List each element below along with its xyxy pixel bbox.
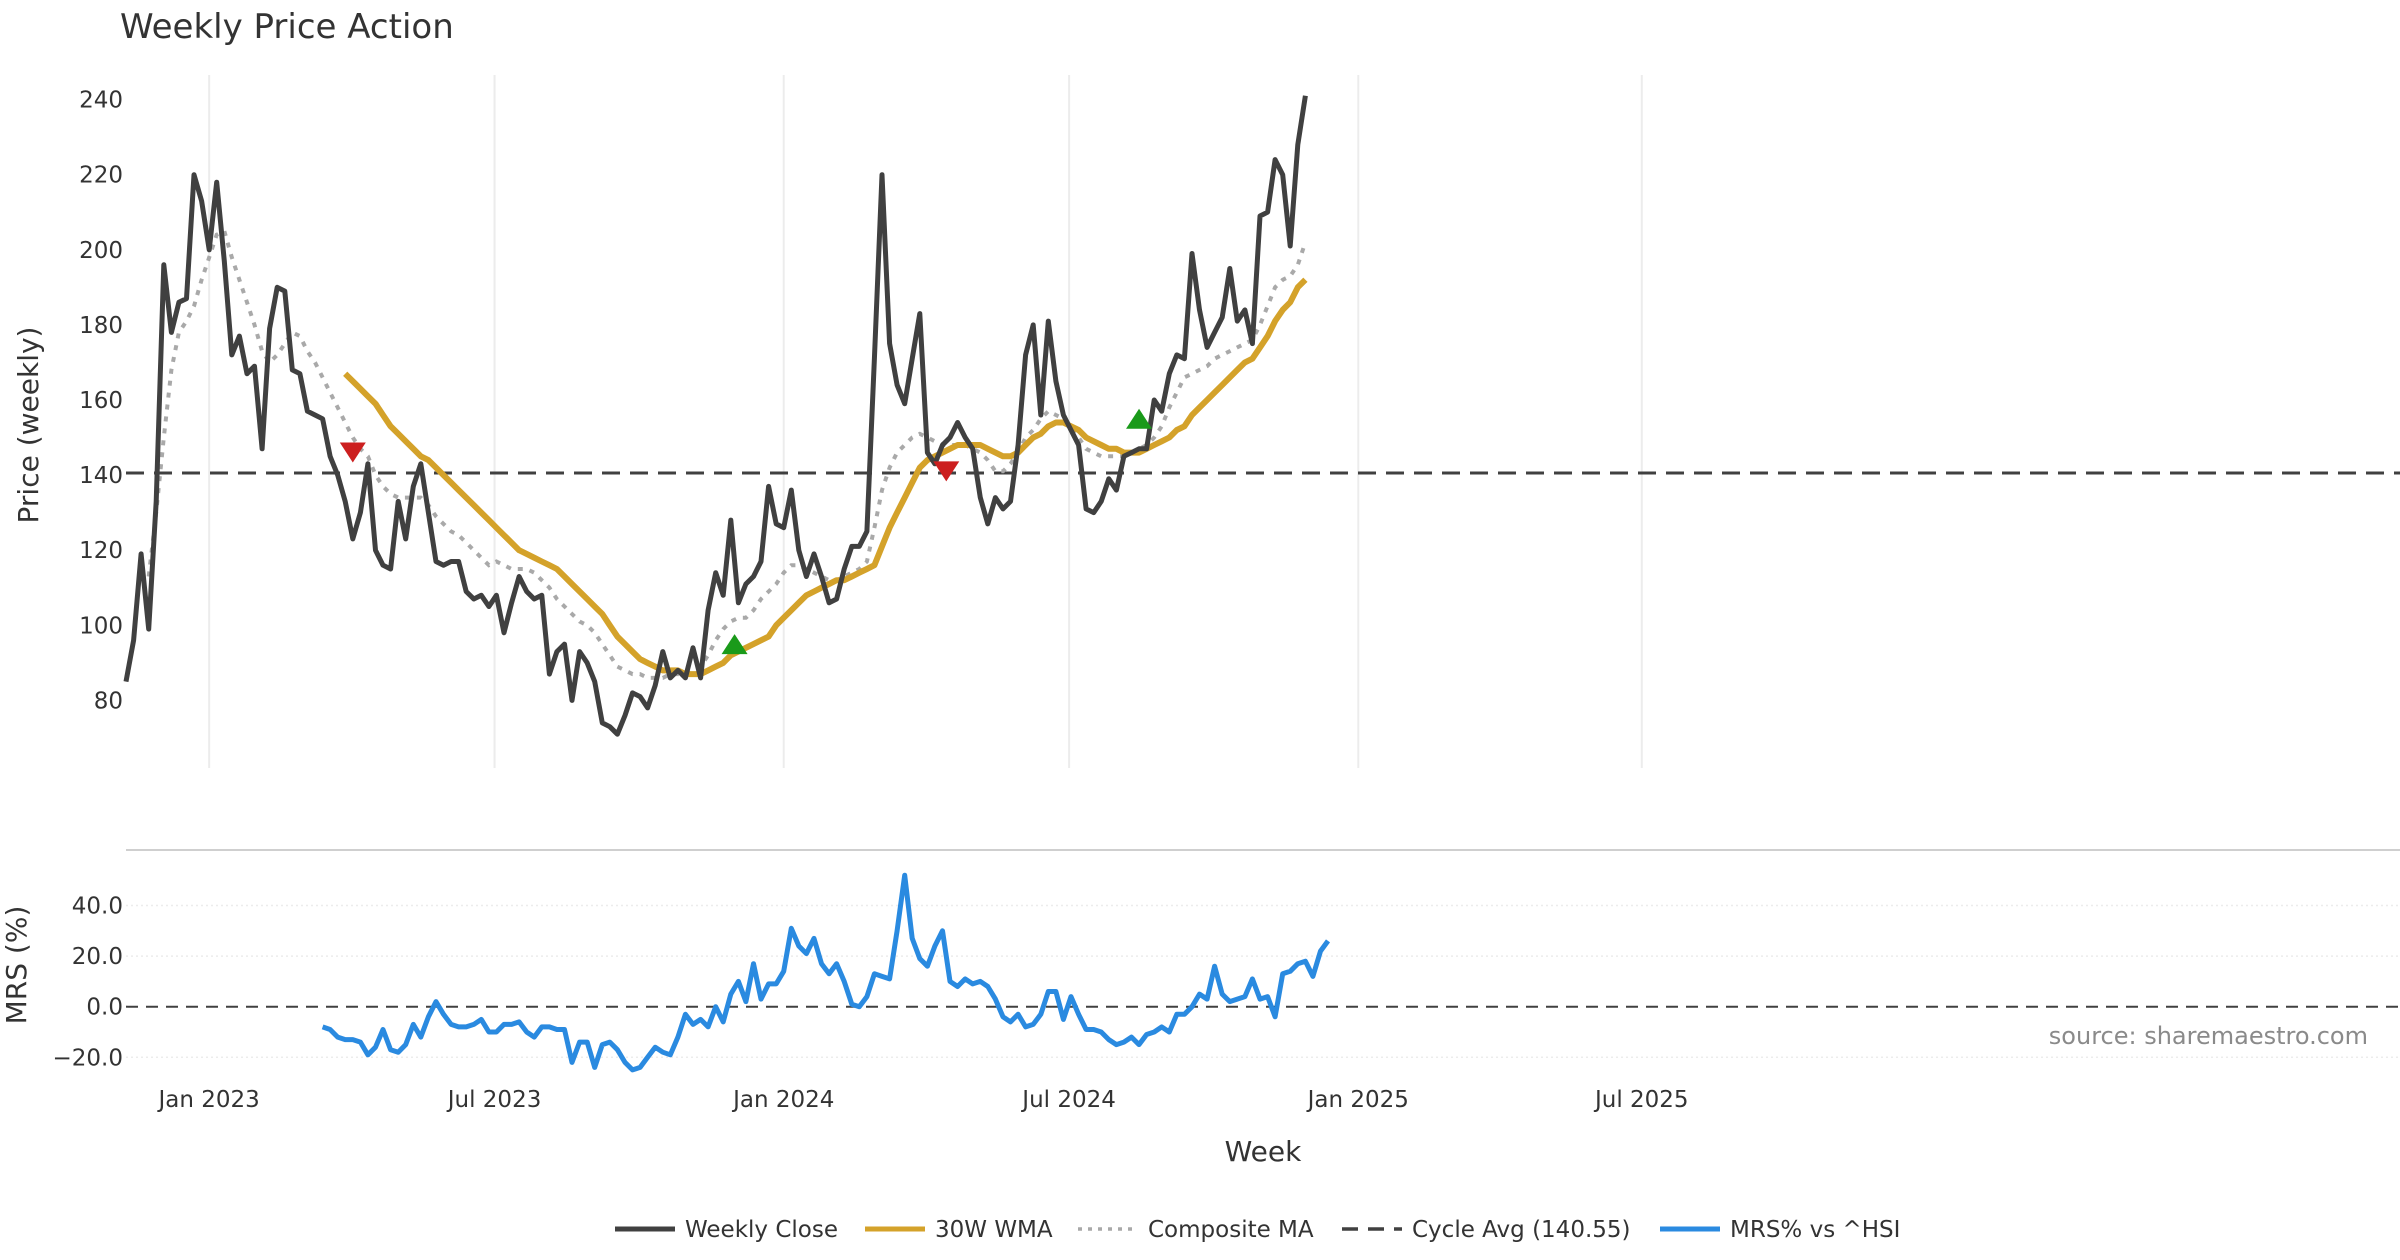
- mrs-y-tick-label: 40.0: [72, 894, 123, 920]
- wma-30-series: [343, 277, 1308, 678]
- signal-markers: [339, 408, 1153, 655]
- mrs-panel-gridlines: [126, 904, 2400, 1059]
- mrs-y-axis-label: MRS (%): [0, 906, 33, 1025]
- buy-signal-marker: [721, 634, 748, 655]
- legend-label: Weekly Close: [685, 1217, 838, 1243]
- x-tick-label: Jul 2024: [1020, 1087, 1116, 1113]
- x-ticks: Jan 2023 Jul 2023 Jan 2024 Jul 2024 Jan 2025…: [157, 1087, 1689, 1113]
- chart-title: Weekly Price Action: [120, 7, 454, 47]
- x-tick-label: Jan 2024: [731, 1087, 834, 1113]
- legend-label: Composite MA: [1148, 1217, 1314, 1243]
- x-axis-label: Week: [1225, 1135, 1302, 1168]
- legend-label: MRS% vs ^HSI: [1730, 1217, 1900, 1243]
- legend-label: 30W WMA: [935, 1217, 1053, 1243]
- source-note: source: sharemaestro.com: [2049, 1022, 2368, 1050]
- weekly-close-series: [123, 95, 1308, 737]
- composite-ma-series: [146, 228, 1308, 680]
- mrs-y-ticks: −20.0 0.0 20.0 40.0: [53, 894, 123, 1072]
- price-y-tick-label: 180: [79, 313, 123, 339]
- x-tick-label: Jul 2025: [1593, 1087, 1689, 1113]
- mrs-y-tick-label: 0.0: [86, 995, 123, 1021]
- buy-signal-marker: [1126, 408, 1153, 429]
- price-panel-gridlines: [208, 75, 1643, 768]
- mrs-y-tick-label: −20.0: [53, 1045, 123, 1071]
- price-y-tick-label: 220: [79, 163, 123, 189]
- legend: Weekly Close 30W WMA Composite MA Cycle Avg…: [615, 1217, 1900, 1243]
- price-y-tick-label: 200: [79, 238, 123, 264]
- sell-signal-marker: [339, 442, 366, 463]
- price-y-tick-label: 160: [79, 388, 123, 414]
- price-y-tick-label: 120: [79, 538, 123, 564]
- x-tick-label: Jan 2023: [157, 1087, 260, 1113]
- price-y-tick-label: 80: [94, 688, 123, 714]
- mrs-y-tick-label: 20.0: [72, 944, 123, 970]
- x-tick-label: Jul 2023: [446, 1087, 542, 1113]
- legend-label: Cycle Avg (140.55): [1412, 1217, 1631, 1243]
- price-y-tick-label: 100: [79, 613, 123, 639]
- price-y-axis-label: Price (weekly): [12, 327, 45, 524]
- price-y-tick-label: 240: [79, 88, 123, 114]
- x-tick-label: Jan 2025: [1306, 1087, 1409, 1113]
- price-y-ticks: 80 100 120 140 160 180 200 220 240: [79, 88, 123, 715]
- price-y-tick-label: 140: [79, 463, 123, 489]
- sell-signal-marker: [933, 461, 960, 482]
- mrs-series: [321, 872, 1331, 1073]
